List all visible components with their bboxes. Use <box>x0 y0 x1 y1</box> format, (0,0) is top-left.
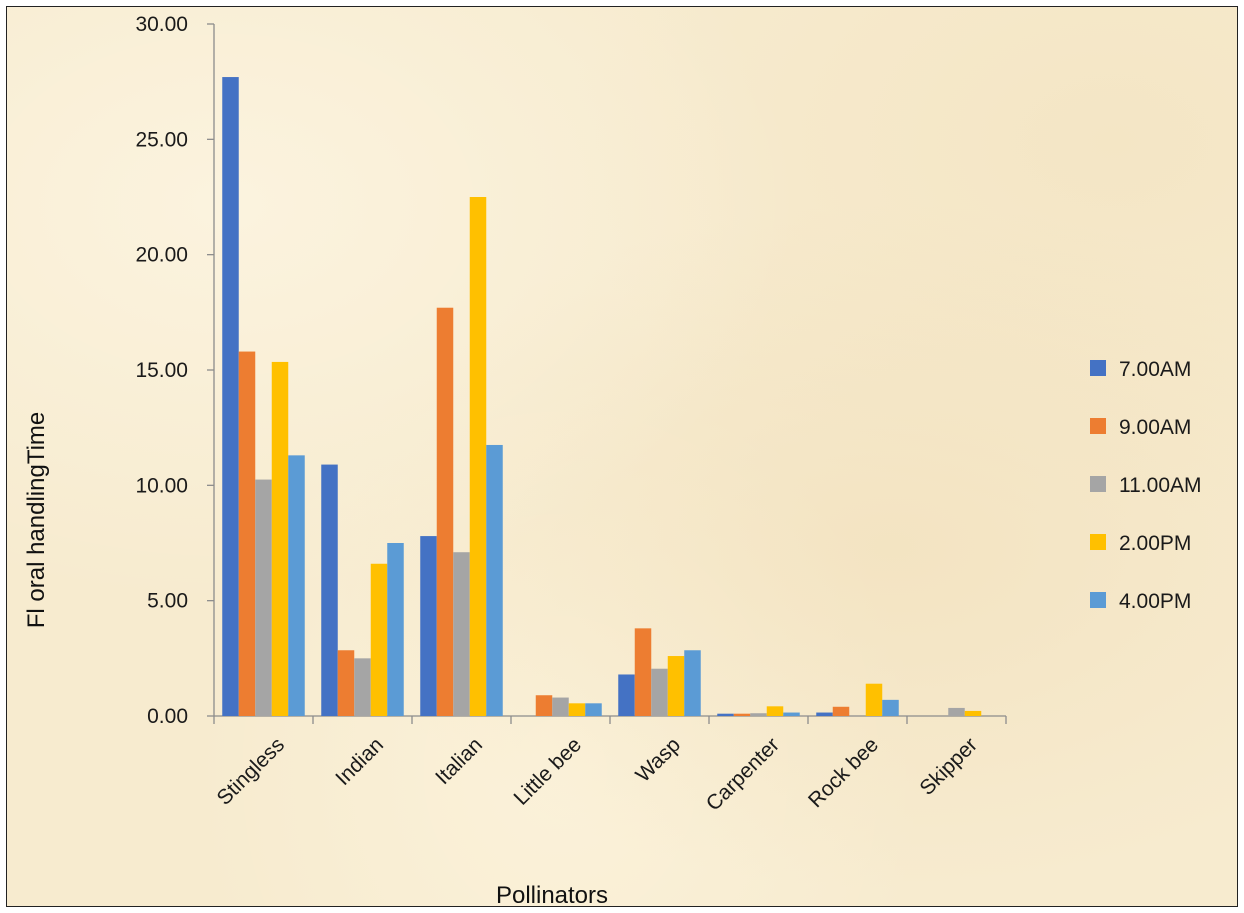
legend-swatch <box>1090 476 1106 492</box>
bar <box>948 707 965 716</box>
bar <box>585 703 602 716</box>
legend: 7.00AM 9.00AM 11.00AM 2.00PM 4.00PM <box>1090 358 1202 613</box>
bar <box>733 713 751 716</box>
y-tick-label: 15.00 <box>135 359 188 382</box>
x-tick-label: Skipper <box>915 733 982 800</box>
bar <box>436 307 454 716</box>
y-tick-label: 20.00 <box>135 244 188 267</box>
y-tick-label: 30.00 <box>135 13 188 36</box>
x-tick-label: Rock bee <box>804 733 883 812</box>
bar <box>783 712 800 716</box>
bar <box>222 77 239 716</box>
x-tick-label: Wasp <box>631 733 685 787</box>
bar <box>568 703 586 716</box>
bar <box>667 656 685 716</box>
bar <box>354 658 371 716</box>
bar <box>964 710 982 716</box>
bar <box>882 699 899 716</box>
bar <box>750 713 767 716</box>
x-tick-label: Carpenter <box>702 733 784 815</box>
bar <box>370 563 388 716</box>
legend-swatch <box>1090 534 1106 550</box>
bar <box>238 351 256 716</box>
bar <box>634 628 652 716</box>
legend-label: 9.00AM <box>1119 416 1191 439</box>
legend-label: 11.00AM <box>1119 474 1202 497</box>
y-axis-title: Fl oral handlingTime <box>23 412 50 629</box>
bar <box>321 464 338 716</box>
bar <box>271 361 289 716</box>
legend-label: 2.00PM <box>1119 532 1191 555</box>
x-axis-title: Pollinators <box>496 882 608 909</box>
bar <box>486 444 503 716</box>
bars <box>222 77 982 716</box>
bar <box>618 674 635 716</box>
bar <box>337 650 355 716</box>
bar <box>469 197 487 716</box>
y-tick-label: 0.00 <box>147 705 188 728</box>
x-tick-label: Little bee <box>510 733 587 810</box>
bar <box>420 536 437 716</box>
legend-swatch <box>1090 418 1106 434</box>
y-tick-label: 5.00 <box>147 590 188 613</box>
bar <box>816 712 833 716</box>
x-tick-label: Stingless <box>213 733 290 810</box>
bar <box>832 706 850 716</box>
bar <box>717 713 734 716</box>
bar <box>684 650 701 716</box>
chart-frame <box>6 6 1238 907</box>
x-tick-label: Indian <box>331 733 388 790</box>
y-tick-label: 25.00 <box>135 128 188 151</box>
bar <box>651 668 668 716</box>
bar <box>865 683 883 716</box>
bar <box>552 697 569 716</box>
y-tick-label: 10.00 <box>135 474 188 497</box>
bar <box>535 695 553 716</box>
bar <box>453 552 470 716</box>
bar <box>255 479 272 716</box>
bar <box>766 706 784 716</box>
legend-label: 4.00PM <box>1119 590 1191 613</box>
legend-label: 7.00AM <box>1119 358 1191 381</box>
legend-swatch <box>1090 592 1106 608</box>
bar <box>288 455 305 716</box>
x-tick-label: Italian <box>431 733 487 789</box>
bar <box>387 543 404 716</box>
legend-swatch <box>1090 360 1106 376</box>
